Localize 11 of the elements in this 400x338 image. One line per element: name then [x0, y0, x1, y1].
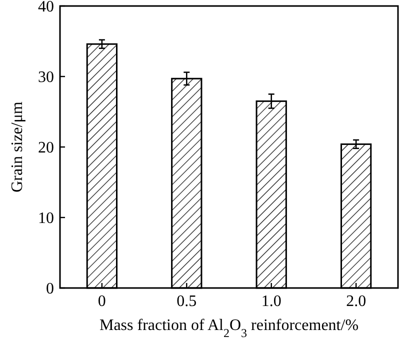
y-axis-title: Grain size/μm [9, 101, 26, 192]
y-tick-label: 30 [38, 69, 54, 86]
y-tick-label: 10 [38, 210, 54, 228]
y-tick-label: 0 [46, 280, 54, 298]
x-tick-label: 1.0 [261, 293, 282, 310]
y-tick-label: 20 [38, 140, 54, 157]
x-tick-label: 0 [98, 293, 106, 310]
x-tick-label: 0.5 [176, 293, 197, 310]
x-axis-title: Mass fraction of Al$_{2}$O$_{3}$ reinforcement/% [99, 317, 359, 338]
x-tick-label: 2.0 [346, 293, 366, 310]
y-tick-label: 40 [38, 0, 54, 16]
